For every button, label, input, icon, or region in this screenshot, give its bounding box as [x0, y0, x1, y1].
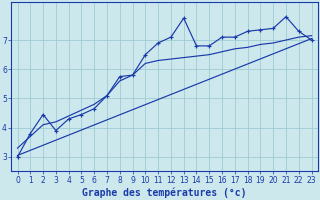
- X-axis label: Graphe des températures (°c): Graphe des températures (°c): [82, 187, 247, 198]
